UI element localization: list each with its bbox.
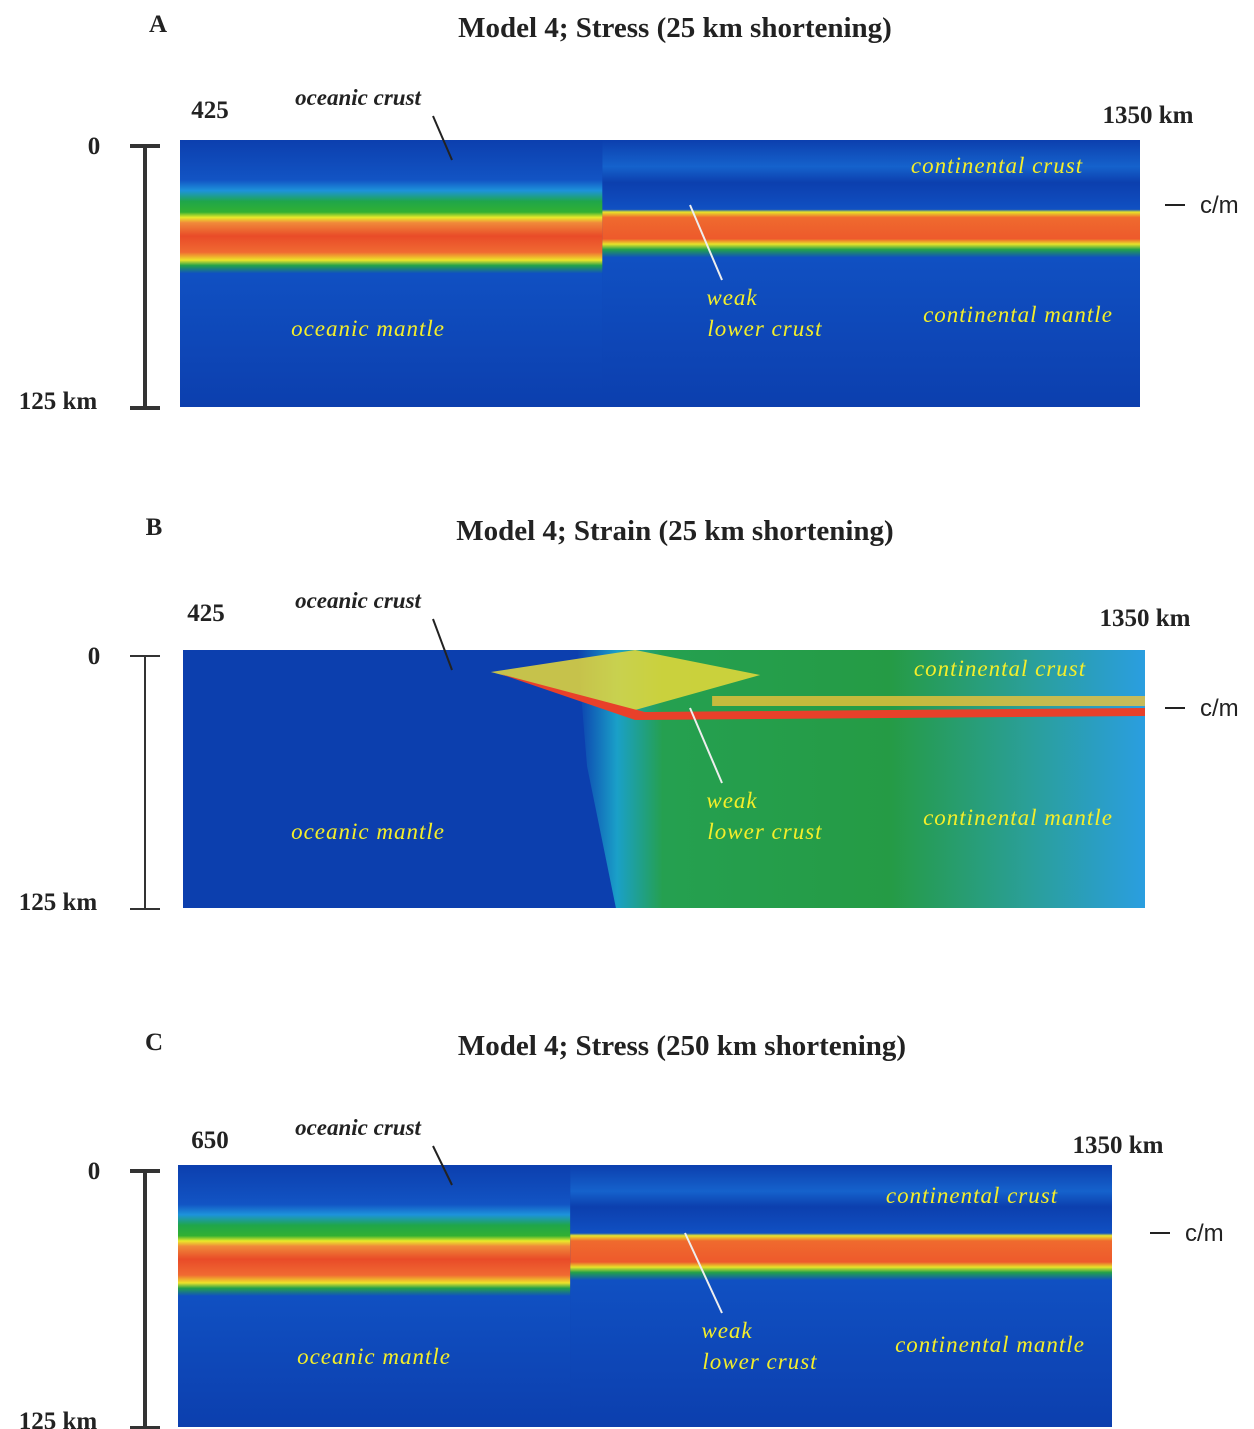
oceanic-crust-leader xyxy=(432,115,453,161)
x-start-label: 425 xyxy=(191,97,229,124)
oceanic-crust-label: oceanic crust xyxy=(295,1115,421,1140)
continental-mantle-label: continental mantle xyxy=(895,1332,1085,1357)
interface-label: c/m xyxy=(1185,1220,1224,1247)
panel: B Model 4; Strain (25 km shortening) 425 13… xyxy=(19,514,1239,916)
oceanic-crust-label: oceanic crust xyxy=(295,85,421,110)
continental-mantle-label: continental mantle xyxy=(923,805,1113,830)
depth-top-label: 0 xyxy=(88,1158,101,1185)
x-end-label: 1350 km xyxy=(1100,605,1191,632)
panel-title: Model 4; Strain (25 km shortening) xyxy=(456,515,893,547)
x-end-label: 1350 km xyxy=(1103,102,1194,129)
weak-lower-crust-leader xyxy=(684,1232,723,1314)
depth-bottom-label: 125 km xyxy=(19,889,98,916)
panel: C Model 4; Stress (250 km shortening) 650 1… xyxy=(19,1029,1224,1429)
panel-title: Model 4; Stress (250 km shortening) xyxy=(458,1030,906,1062)
interface-label: c/m xyxy=(1200,192,1239,219)
oceanic-mantle-label: oceanic mantle xyxy=(297,1344,451,1369)
oceanic-mantle-label: oceanic mantle xyxy=(291,316,445,341)
lower-crust-label: lower crust xyxy=(702,1349,817,1374)
continental-mantle-label: continental mantle xyxy=(923,302,1113,327)
depth-top-label: 0 xyxy=(88,133,101,160)
lower-crust-label: lower crust xyxy=(707,316,822,341)
lower-crust-label: lower crust xyxy=(707,819,822,844)
continental-crust-label: continental crust xyxy=(911,153,1083,178)
oceanic-crust-label: oceanic crust xyxy=(295,588,421,613)
continental-crust-label: continental crust xyxy=(886,1183,1058,1208)
stress-field-oceanic xyxy=(178,1165,571,1427)
shear-band xyxy=(500,674,1146,720)
panel: A Model 4; Stress (25 km shortening) 425 13… xyxy=(19,11,1239,415)
weak-label: weak xyxy=(701,1318,752,1343)
stress-field-continental xyxy=(570,1165,1112,1427)
stress-field-continental xyxy=(602,140,1140,407)
weak-lower-crust-leader xyxy=(689,707,723,784)
oceanic-mantle-label: oceanic mantle xyxy=(291,819,445,844)
depth-top-label: 0 xyxy=(88,643,101,670)
weak-label: weak xyxy=(706,788,757,813)
stress-field-oceanic xyxy=(180,140,603,407)
oceanic-crust-leader xyxy=(432,1145,453,1186)
crust-base-band xyxy=(712,696,1145,706)
panel-letter: B xyxy=(146,514,163,541)
x-end-label: 1350 km xyxy=(1073,1132,1164,1159)
interface-label: c/m xyxy=(1200,695,1239,722)
weak-label: weak xyxy=(706,285,757,310)
x-start-label: 650 xyxy=(191,1127,229,1154)
depth-bottom-label: 125 km xyxy=(19,388,98,415)
panel-letter: C xyxy=(145,1029,163,1056)
x-start-label: 425 xyxy=(187,600,225,627)
panel-title: Model 4; Stress (25 km shortening) xyxy=(458,12,892,44)
depth-bottom-label: 125 km xyxy=(19,1408,98,1429)
oceanic-crust-leader xyxy=(432,618,453,671)
shear-zone xyxy=(490,650,761,710)
weak-lower-crust-leader xyxy=(689,204,723,281)
continental-crust-label: continental crust xyxy=(914,656,1086,681)
panel-letter: A xyxy=(149,11,167,38)
